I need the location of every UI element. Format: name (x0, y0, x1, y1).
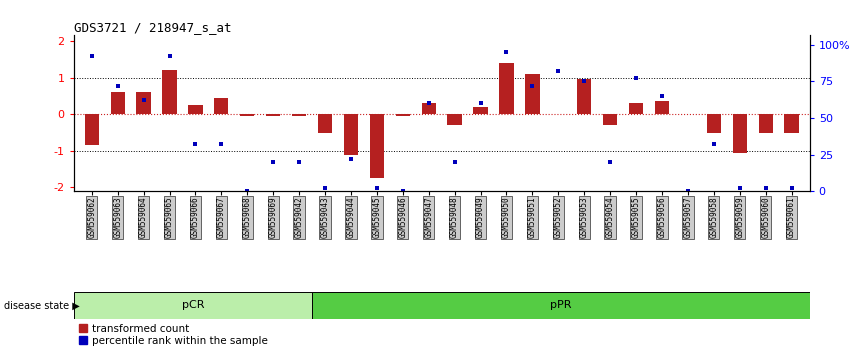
Bar (318, 114, 333, 132)
Bar (629, 103, 643, 114)
Bar (422, 103, 436, 114)
Bar (526, 74, 540, 114)
Bar (85, 114, 99, 145)
Text: GDS3721 / 218947_s_at: GDS3721 / 218947_s_at (74, 21, 231, 34)
Bar (448, 114, 462, 125)
Bar (312, 292, 810, 319)
Bar (396, 114, 410, 116)
Bar (240, 114, 255, 116)
Bar (785, 114, 798, 132)
Bar (344, 114, 358, 154)
Bar (292, 114, 307, 116)
Text: disease state ▶: disease state ▶ (4, 300, 80, 310)
Bar (474, 107, 488, 114)
Text: pCR: pCR (182, 300, 204, 310)
Bar (733, 114, 746, 153)
Bar (163, 70, 177, 114)
Bar (655, 101, 669, 114)
Bar (266, 114, 281, 116)
Bar (577, 79, 591, 114)
Bar (759, 114, 772, 132)
Bar (74, 292, 312, 319)
Bar (500, 63, 514, 114)
Text: pPR: pPR (550, 300, 572, 310)
Bar (214, 98, 229, 114)
Bar (707, 114, 721, 132)
Bar (137, 92, 151, 114)
Bar (188, 105, 203, 114)
Bar (603, 114, 617, 125)
Bar (370, 114, 384, 178)
Legend: transformed count, percentile rank within the sample: transformed count, percentile rank withi… (79, 324, 268, 346)
Bar (111, 92, 125, 114)
